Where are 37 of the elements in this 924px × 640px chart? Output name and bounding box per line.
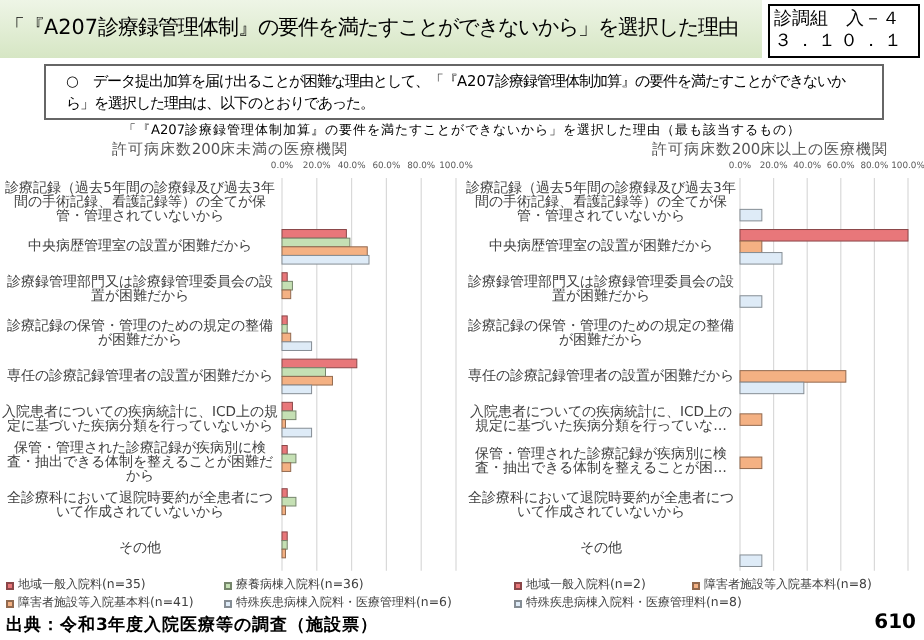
bar bbox=[281, 272, 288, 282]
bar bbox=[281, 280, 293, 291]
bar bbox=[281, 496, 297, 507]
bar bbox=[281, 324, 288, 334]
text: 「『A207診療録管理体制』の要件を満たすことができないから」を選択した理由 bbox=[0, 0, 762, 58]
bar bbox=[739, 381, 805, 395]
bar bbox=[281, 289, 292, 300]
text: 610 bbox=[874, 612, 916, 634]
bar bbox=[281, 367, 326, 377]
bar bbox=[739, 370, 847, 383]
bar bbox=[281, 384, 313, 395]
bar bbox=[281, 315, 288, 326]
bar bbox=[281, 410, 297, 421]
bar bbox=[739, 240, 763, 254]
bar bbox=[281, 341, 313, 351]
bar bbox=[281, 445, 288, 455]
bar bbox=[739, 295, 763, 308]
bar bbox=[281, 427, 313, 438]
bar bbox=[281, 540, 288, 550]
text: 診調組 入－４ bbox=[768, 4, 920, 30]
text: ３．１０．１ bbox=[768, 30, 920, 58]
bar bbox=[739, 554, 763, 567]
bar bbox=[739, 413, 763, 426]
bar bbox=[281, 358, 358, 369]
bar bbox=[739, 208, 763, 222]
bar bbox=[281, 254, 370, 265]
bar bbox=[281, 246, 368, 256]
bar bbox=[739, 229, 909, 242]
bar bbox=[739, 252, 783, 265]
bar bbox=[281, 462, 292, 472]
bar bbox=[281, 375, 333, 386]
bar bbox=[281, 453, 297, 464]
bar bbox=[281, 229, 347, 239]
bar bbox=[281, 488, 288, 498]
bar bbox=[739, 456, 763, 470]
source-note: 出典：令和3年度入院医療等の調査（施設票） bbox=[6, 614, 378, 638]
bar bbox=[281, 531, 288, 542]
